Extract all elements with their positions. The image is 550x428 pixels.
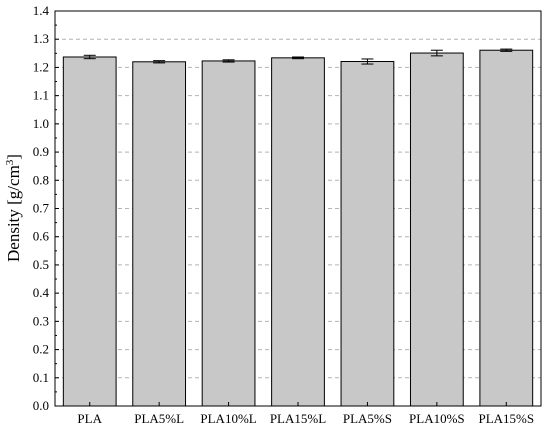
bar: [271, 57, 325, 407]
bar: [409, 52, 464, 407]
y-tick-label: 1.3: [33, 31, 49, 46]
y-tick-label: 1.0: [33, 116, 49, 131]
bar: [62, 56, 117, 407]
y-tick-label: 0.0: [33, 398, 49, 413]
y-tick-label: 0.2: [33, 342, 49, 357]
bars: [62, 49, 534, 407]
y-tick-label: 0.5: [33, 257, 49, 272]
x-tick-label: PLA15%L: [270, 411, 326, 426]
y-tick-label: 0.7: [33, 201, 50, 216]
error-bars: [83, 48, 513, 65]
y-axis-label-main: Density [g/cm: [4, 165, 23, 262]
y-axis-ticks: 0.0 0.1 0.2 0.3 0.4 0.5 0.6 0.7 0.8 0.9 1.0 1.1 1.2 1…: [33, 3, 59, 413]
y-tick-label: 1.1: [33, 88, 49, 103]
x-tick-label: PLA: [77, 411, 102, 426]
bar: [201, 60, 256, 407]
y-tick-label: 0.1: [33, 370, 49, 385]
y-axis-label-superscript: 3: [4, 159, 16, 165]
y-tick-label: 0.3: [33, 313, 49, 328]
y-axis-label: Density [g/cm3]: [4, 154, 23, 262]
y-tick-label: 0.4: [33, 285, 50, 300]
bar: [132, 61, 187, 407]
y-axis-label-end: ]: [4, 154, 23, 160]
x-tick-label: PLA5%L: [134, 411, 184, 426]
y-tick-label: 0.9: [33, 144, 49, 159]
y-tick-label: 0.6: [33, 229, 50, 244]
y-tick-label: 0.8: [33, 172, 49, 187]
y-tick-label: 1.2: [33, 59, 49, 74]
x-tick-label: PLA10%S: [409, 411, 465, 426]
x-axis-ticks: PLA PLA5%L PLA10%L PLA15%L PLA5%S PLA10%S PLA1…: [77, 402, 534, 426]
bar: [479, 49, 534, 407]
x-tick-label: PLA5%S: [343, 411, 392, 426]
x-tick-label: PLA10%L: [200, 411, 256, 426]
y-tick-label: 1.4: [33, 3, 50, 18]
bar: [340, 61, 395, 407]
x-tick-label: PLA15%S: [478, 411, 534, 426]
